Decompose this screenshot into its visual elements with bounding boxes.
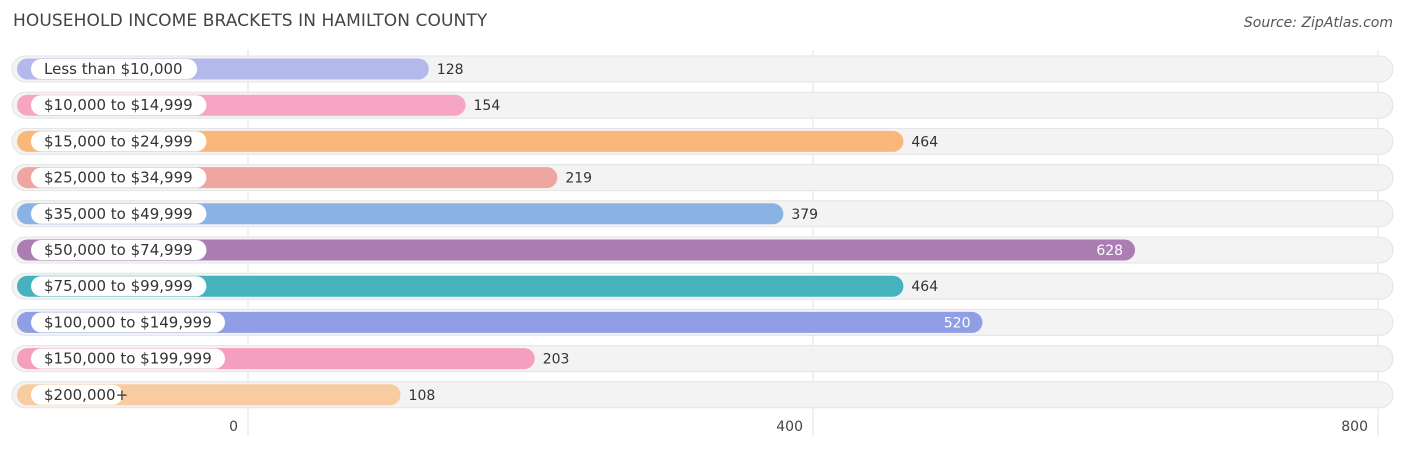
value-label: 203 — [543, 352, 570, 368]
bar — [17, 239, 1136, 261]
category-label: $150,000 to $199,999 — [44, 350, 212, 368]
bar — [17, 130, 904, 152]
category-label-pill — [31, 131, 207, 152]
chart-title: HOUSEHOLD INCOME BRACKETS IN HAMILTON CO… — [13, 11, 488, 31]
chart-source: Source: ZipAtlas.com — [1243, 15, 1393, 31]
category-label: $25,000 to $34,999 — [44, 169, 193, 187]
category-label: $50,000 to $74,999 — [44, 241, 193, 259]
value-label: 628 — [1096, 243, 1123, 259]
value-label: 464 — [911, 279, 938, 295]
category-label: $35,000 to $49,999 — [44, 205, 193, 223]
category-label-pill — [31, 384, 123, 405]
category-label: $200,000+ — [44, 386, 128, 404]
tick-label: 800 — [1341, 419, 1368, 435]
value-label: 464 — [911, 134, 938, 150]
value-label: 379 — [791, 207, 818, 223]
value-label: 128 — [437, 62, 464, 78]
category-label-pill — [31, 59, 198, 79]
category-label-pill — [31, 167, 207, 188]
bar-layer: Less than $10,000 128 $10,000 to $14,999 15… — [11, 55, 1394, 409]
category-label-pill — [31, 240, 207, 260]
value-label: 108 — [409, 388, 436, 404]
tick-label: 400 — [776, 419, 803, 435]
tick-label: 0 — [229, 419, 238, 435]
bar — [17, 275, 904, 297]
category-label: $15,000 to $24,999 — [44, 132, 193, 150]
category-label-pill — [31, 276, 207, 297]
category-label-pill — [31, 203, 207, 224]
category-label: $100,000 to $149,999 — [44, 313, 212, 331]
category-label-pill — [31, 348, 225, 369]
bar — [17, 311, 983, 333]
value-label: 154 — [474, 98, 501, 114]
category-label: $75,000 to $99,999 — [44, 277, 193, 295]
category-label-pill — [31, 95, 207, 116]
category-label: Less than $10,000 — [44, 60, 183, 78]
category-label: $10,000 to $14,999 — [44, 96, 193, 114]
value-label: 520 — [944, 315, 971, 331]
category-label-pill — [31, 312, 225, 333]
x-axis: 0 400 800 — [229, 419, 1368, 435]
bar — [17, 203, 784, 225]
value-label: 219 — [565, 171, 592, 187]
